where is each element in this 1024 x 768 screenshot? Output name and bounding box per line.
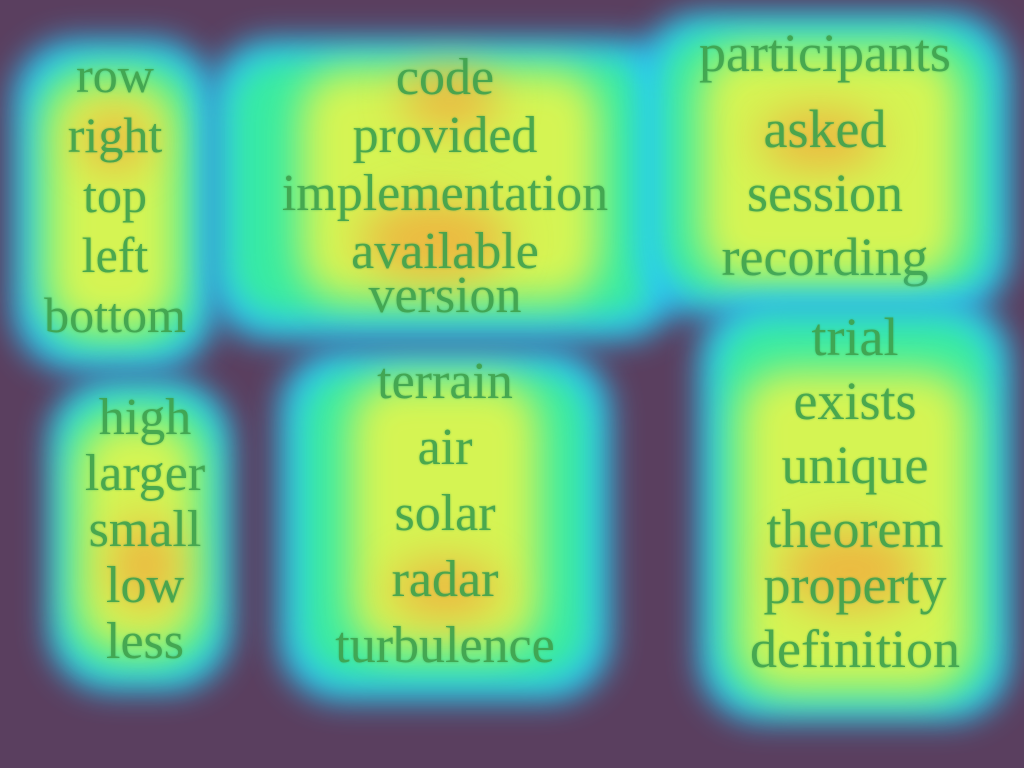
word: left bbox=[81, 227, 149, 283]
word: low bbox=[106, 557, 184, 614]
word: less bbox=[106, 613, 184, 670]
word: turbulence bbox=[335, 617, 555, 674]
word: asked bbox=[763, 99, 887, 159]
word: exists bbox=[793, 371, 917, 431]
word: small bbox=[88, 501, 202, 558]
word: provided bbox=[352, 107, 538, 164]
word: participants bbox=[699, 23, 951, 83]
word: high bbox=[98, 389, 192, 446]
word: row bbox=[76, 47, 154, 103]
word: solar bbox=[394, 485, 496, 542]
word: available bbox=[351, 223, 539, 280]
word: top bbox=[83, 167, 147, 223]
word: right bbox=[67, 107, 163, 163]
word: trial bbox=[811, 307, 899, 367]
word: theorem bbox=[766, 499, 944, 559]
word: unique bbox=[781, 435, 929, 495]
word: definition bbox=[750, 619, 960, 679]
word: version bbox=[368, 267, 522, 324]
word: bottom bbox=[44, 287, 186, 343]
word: recording bbox=[721, 227, 929, 287]
word: radar bbox=[391, 551, 499, 608]
word: terrain bbox=[377, 353, 513, 410]
word: property bbox=[763, 555, 947, 615]
word: air bbox=[417, 419, 473, 476]
word: code bbox=[395, 49, 495, 106]
word: larger bbox=[84, 445, 206, 502]
word: implementation bbox=[281, 165, 609, 222]
word: session bbox=[746, 163, 903, 223]
